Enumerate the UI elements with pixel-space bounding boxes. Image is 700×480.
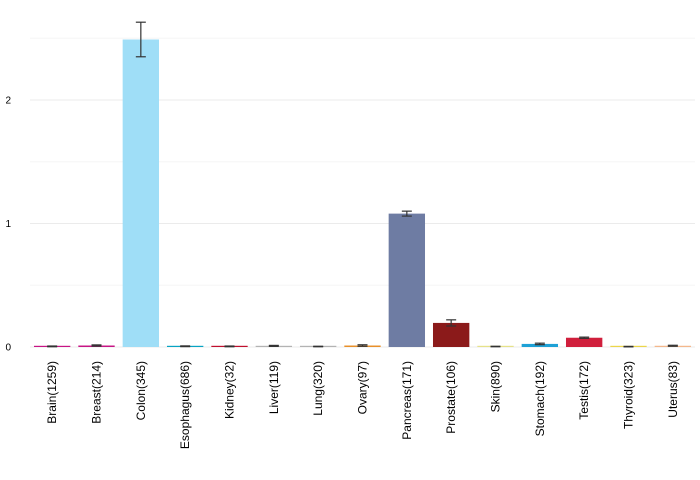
error-bar xyxy=(135,21,146,58)
error-bar xyxy=(224,345,235,348)
error-bar xyxy=(579,336,590,339)
x-tick-label: Liver(119) xyxy=(267,361,281,414)
y-tick-label: 1 xyxy=(5,219,11,230)
error-bar xyxy=(268,344,279,347)
x-tick-label: Lung(320) xyxy=(311,361,325,416)
x-tick-label: Skin(890) xyxy=(489,361,503,412)
x-tick-label: Colon(345) xyxy=(134,361,148,420)
x-tick-label: Testis(172) xyxy=(577,361,591,420)
x-tick-label: Prostate(106) xyxy=(444,361,458,434)
bar-pancreas xyxy=(388,213,426,347)
error-bar xyxy=(91,344,102,347)
error-bar xyxy=(47,345,58,348)
error-bar xyxy=(180,345,191,348)
error-bar xyxy=(446,319,457,327)
x-tick-label: Esophagus(686) xyxy=(178,361,192,449)
y-axis: 0 1 2 xyxy=(5,96,11,354)
bar-testis xyxy=(565,337,603,347)
y-tick-label: 2 xyxy=(5,96,11,107)
bar-stomach xyxy=(521,343,559,347)
bar-prostate xyxy=(432,322,470,347)
x-tick-label: Uterus(83) xyxy=(666,361,680,418)
x-tick-label: Thyroid(323) xyxy=(622,361,636,429)
x-axis: Brain(1259) Breast(214) Colon(345) Esophagu… xyxy=(45,361,680,449)
error-bars xyxy=(47,21,678,348)
x-tick-label: Breast(214) xyxy=(90,361,104,424)
bars xyxy=(33,39,692,348)
bar-colon xyxy=(122,39,160,348)
x-tick-label: Brain(1259) xyxy=(45,361,59,424)
x-tick-label: Stomach(192) xyxy=(533,361,547,436)
y-tick-label: 0 xyxy=(5,343,11,354)
x-tick-label: Ovary(97) xyxy=(356,361,370,414)
error-bar xyxy=(667,344,678,347)
error-bar xyxy=(534,342,545,346)
error-bar xyxy=(357,344,368,347)
error-bar xyxy=(401,210,412,217)
x-tick-label: Kidney(32) xyxy=(223,361,237,419)
x-tick-label: Pancreas(171) xyxy=(400,361,414,440)
